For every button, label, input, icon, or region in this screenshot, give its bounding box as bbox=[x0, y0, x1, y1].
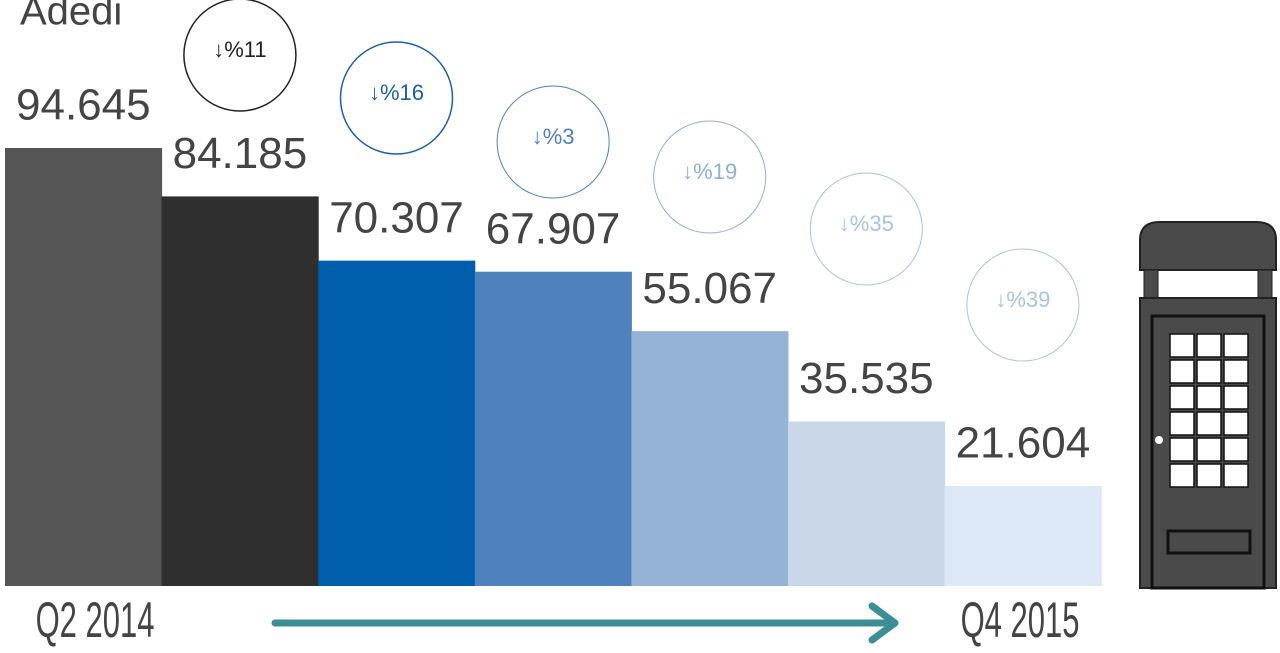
value-label: 55.067 bbox=[642, 264, 777, 313]
window-pane bbox=[1223, 333, 1249, 358]
booth-window bbox=[1169, 333, 1249, 488]
arrow-head bbox=[868, 602, 899, 644]
booth-slot bbox=[1166, 529, 1252, 555]
value-label: 84.185 bbox=[173, 129, 308, 178]
change-label: ↓%16 bbox=[369, 80, 424, 105]
window-pane bbox=[1169, 437, 1195, 462]
change-circle bbox=[339, 41, 454, 155]
window-pane bbox=[1223, 463, 1249, 488]
window-pane bbox=[1169, 359, 1195, 384]
window-pane bbox=[1196, 359, 1222, 384]
value-label: 35.535 bbox=[799, 354, 934, 403]
booth-door bbox=[1150, 314, 1266, 590]
change-label: ↓%11 bbox=[213, 37, 266, 62]
window-pane bbox=[1196, 411, 1222, 436]
change-circle bbox=[966, 248, 1080, 362]
window-pane bbox=[1223, 437, 1249, 462]
window-pane bbox=[1223, 359, 1249, 384]
value-label: 94.645 bbox=[16, 81, 151, 130]
change-label: ↓%19 bbox=[682, 159, 737, 184]
booth-post bbox=[1143, 269, 1159, 301]
window-pane bbox=[1169, 333, 1195, 358]
change-label: ↓%3 bbox=[532, 124, 575, 149]
window-pane bbox=[1169, 385, 1195, 410]
window-pane bbox=[1223, 385, 1249, 410]
value-label: 67.907 bbox=[486, 204, 621, 253]
phone-booth bbox=[1139, 221, 1277, 590]
trend-arrow bbox=[271, 602, 899, 644]
booth-post bbox=[1257, 269, 1273, 301]
change-circle bbox=[653, 120, 767, 234]
chart-title: Adedi bbox=[20, 0, 122, 34]
value-label: 70.307 bbox=[329, 193, 464, 242]
bar bbox=[631, 331, 789, 586]
window-pane bbox=[1196, 385, 1222, 410]
x-tick-label: Q4 2015 bbox=[961, 592, 1080, 648]
bar bbox=[161, 196, 319, 587]
bar bbox=[5, 148, 163, 586]
bar bbox=[318, 260, 476, 586]
bar bbox=[474, 271, 632, 586]
booth-roof bbox=[1139, 221, 1277, 271]
value-label: 21.604 bbox=[956, 419, 1091, 468]
window-pane bbox=[1196, 437, 1222, 462]
change-circle bbox=[809, 172, 923, 286]
change-label: ↓%35 bbox=[839, 211, 894, 236]
booth-handle bbox=[1155, 436, 1163, 444]
change-circle bbox=[183, 0, 297, 112]
window-pane bbox=[1196, 463, 1222, 488]
window-pane bbox=[1223, 411, 1249, 436]
change-circle bbox=[496, 85, 610, 199]
bar bbox=[788, 421, 946, 586]
change-label: ↓%39 bbox=[995, 287, 1050, 312]
window-pane bbox=[1169, 411, 1195, 436]
bar bbox=[944, 486, 1102, 586]
window-pane bbox=[1169, 463, 1195, 488]
x-tick-label: Q2 2014 bbox=[36, 592, 155, 648]
window-pane bbox=[1196, 333, 1222, 358]
